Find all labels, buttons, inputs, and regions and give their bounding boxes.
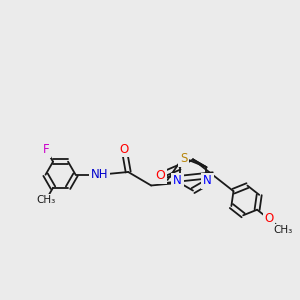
Text: O: O <box>156 169 166 182</box>
Text: CH₃: CH₃ <box>36 195 56 205</box>
Text: O: O <box>264 212 274 226</box>
Text: CH₃: CH₃ <box>273 225 293 235</box>
Text: NH: NH <box>91 168 109 181</box>
Text: N: N <box>173 174 182 187</box>
Text: S: S <box>180 152 188 165</box>
Text: F: F <box>43 143 50 156</box>
Text: O: O <box>119 142 129 155</box>
Text: N: N <box>203 174 212 187</box>
